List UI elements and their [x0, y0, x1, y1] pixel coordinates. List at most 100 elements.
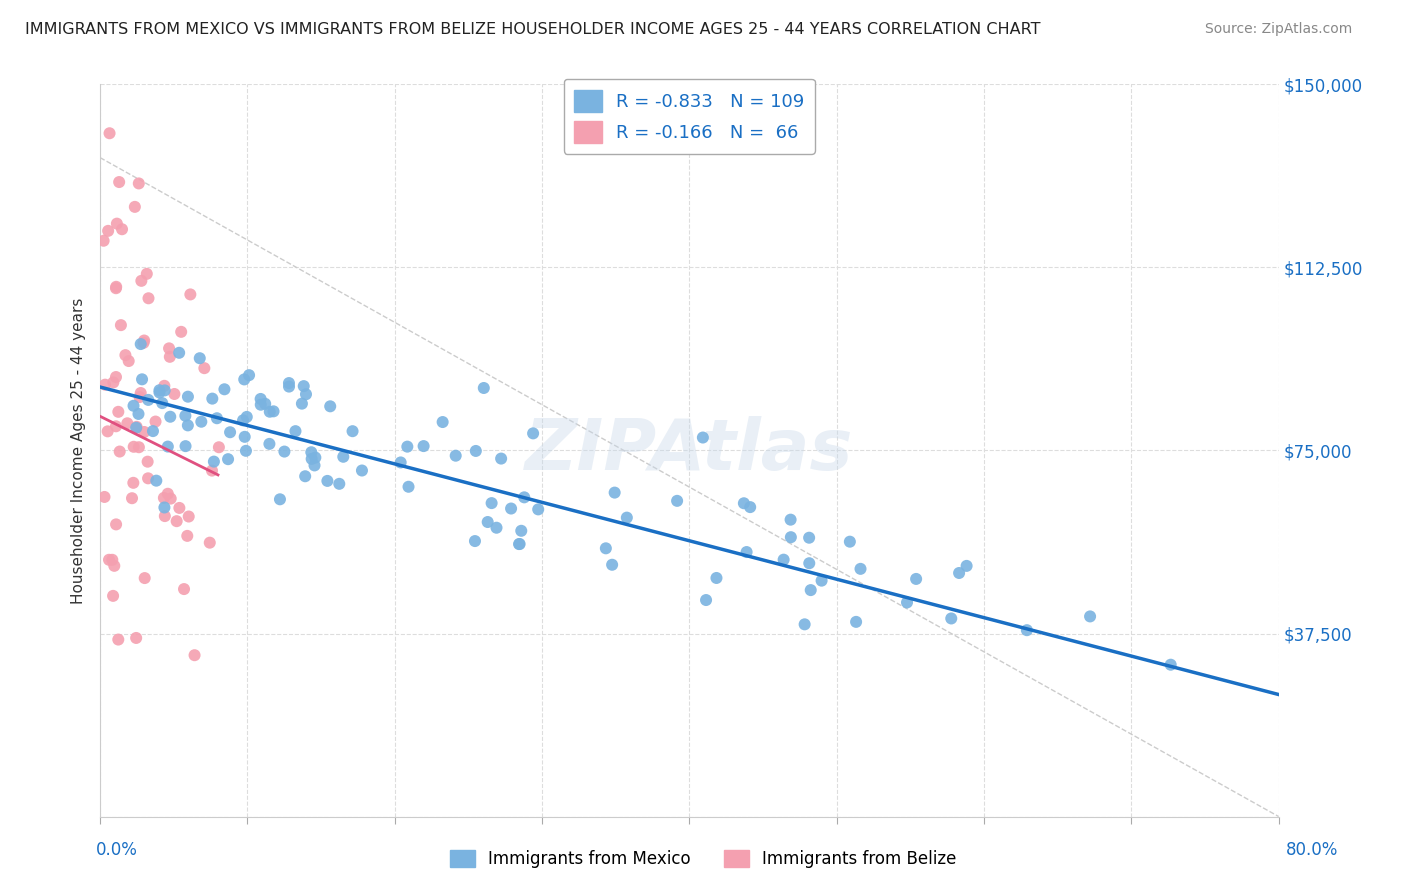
Point [124, 200, 146, 214]
Point [134, 334, 156, 348]
Point [176, 529, 198, 543]
Point [177, 418, 200, 433]
Point [1015, 623, 1038, 637]
Point [432, 415, 454, 429]
Point [105, 280, 128, 294]
Point [666, 493, 689, 508]
Point [905, 572, 928, 586]
Point [153, 491, 176, 505]
Point [295, 387, 318, 401]
Point [108, 444, 131, 458]
Point [122, 440, 145, 454]
Point [464, 444, 486, 458]
Point [600, 558, 623, 572]
Point [513, 491, 536, 505]
Point [125, 421, 148, 435]
Point [389, 455, 412, 469]
Point [1078, 609, 1101, 624]
Point [145, 415, 167, 429]
Point [259, 405, 281, 419]
Point [510, 524, 533, 538]
Point [254, 397, 277, 411]
Point [93, 234, 115, 248]
Point [695, 593, 717, 607]
Point [132, 335, 155, 350]
Point [238, 368, 260, 383]
Point [955, 558, 977, 573]
Point [219, 425, 242, 440]
Point [301, 451, 323, 466]
Point [772, 552, 794, 566]
Point [125, 631, 148, 645]
Point [136, 471, 159, 485]
Point [166, 514, 188, 528]
Point [134, 425, 156, 439]
Point [97, 224, 120, 238]
Point [153, 500, 176, 515]
Text: Source: ZipAtlas.com: Source: ZipAtlas.com [1205, 22, 1353, 37]
Point [103, 376, 125, 390]
Point [485, 521, 508, 535]
Point [292, 379, 315, 393]
Point [159, 409, 181, 424]
Point [104, 281, 127, 295]
Point [105, 217, 128, 231]
Point [173, 582, 195, 596]
Point [122, 475, 145, 490]
Point [522, 426, 544, 441]
Point [284, 424, 307, 438]
Point [800, 583, 823, 598]
Point [217, 452, 239, 467]
Point [214, 382, 236, 396]
Point [136, 392, 159, 407]
Point [249, 392, 271, 406]
Point [107, 405, 129, 419]
Point [896, 595, 918, 609]
Point [232, 413, 254, 427]
Point [319, 400, 342, 414]
Y-axis label: Householder Income Ages 25 - 44 years: Householder Income Ages 25 - 44 years [72, 297, 86, 604]
Point [135, 267, 157, 281]
Point [235, 443, 257, 458]
Point [332, 450, 354, 464]
Point [107, 632, 129, 647]
Point [692, 431, 714, 445]
Point [159, 350, 181, 364]
Point [138, 291, 160, 305]
Point [110, 318, 132, 333]
Point [188, 351, 211, 366]
Point [201, 464, 224, 478]
Point [198, 535, 221, 549]
Point [304, 450, 326, 465]
Point [129, 337, 152, 351]
Point [489, 451, 512, 466]
Point [259, 437, 281, 451]
Point [208, 440, 231, 454]
Point [740, 500, 762, 515]
Point [98, 126, 121, 140]
Point [202, 455, 225, 469]
Legend: Immigrants from Mexico, Immigrants from Belize: Immigrants from Mexico, Immigrants from … [443, 843, 963, 875]
Point [603, 485, 626, 500]
Point [508, 537, 530, 551]
Point [114, 348, 136, 362]
Point [104, 370, 127, 384]
Point [93, 490, 115, 504]
Text: IMMIGRANTS FROM MEXICO VS IMMIGRANTS FROM BELIZE HOUSEHOLDER INCOME AGES 25 - 44: IMMIGRANTS FROM MEXICO VS IMMIGRANTS FRO… [25, 22, 1040, 37]
Point [163, 387, 186, 401]
Point [183, 648, 205, 663]
Point [941, 611, 963, 625]
Point [128, 177, 150, 191]
Point [304, 458, 326, 473]
Point [412, 439, 434, 453]
Point [444, 449, 467, 463]
Point [1160, 657, 1182, 672]
Point [294, 469, 316, 483]
Point [174, 439, 197, 453]
Point [278, 376, 301, 390]
Point [156, 487, 179, 501]
Point [278, 379, 301, 393]
Point [104, 419, 127, 434]
Point [799, 556, 821, 570]
Point [167, 346, 190, 360]
